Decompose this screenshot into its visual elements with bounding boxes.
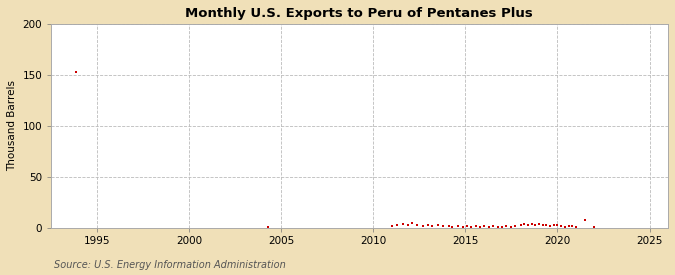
Title: Monthly U.S. Exports to Peru of Pentanes Plus: Monthly U.S. Exports to Peru of Pentanes… bbox=[186, 7, 533, 20]
Text: Source: U.S. Energy Information Administration: Source: U.S. Energy Information Administ… bbox=[54, 260, 286, 270]
Y-axis label: Thousand Barrels: Thousand Barrels bbox=[7, 80, 17, 171]
